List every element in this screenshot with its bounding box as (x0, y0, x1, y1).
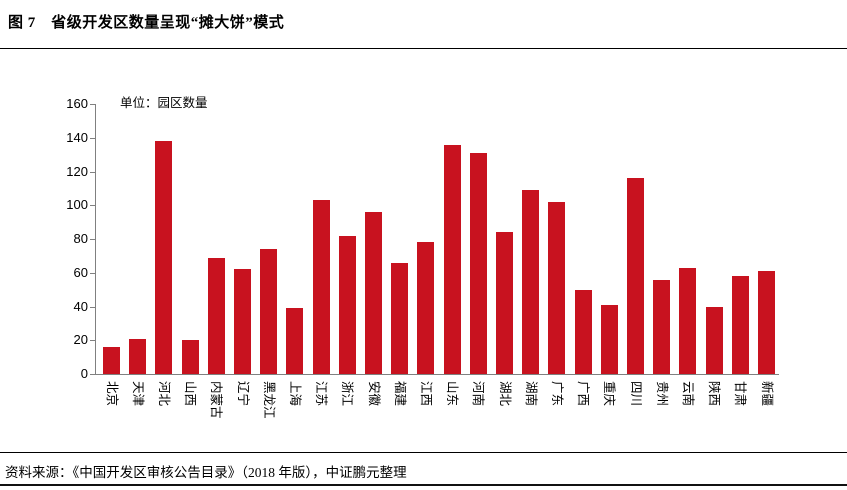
bar-四川 (627, 178, 644, 374)
x-axis-label: 河北 (156, 381, 171, 407)
y-axis-tick-label: 100 (66, 197, 88, 213)
x-axis-line (95, 374, 779, 375)
x-axis-label: 湖南 (523, 381, 538, 407)
bar-陕西 (705, 306, 723, 374)
bar-内蒙古 (207, 257, 225, 374)
y-axis-tick-label: 20 (73, 332, 88, 348)
x-axis-label: 黑龙江 (261, 381, 276, 419)
x-axis-label: 云南 (680, 381, 695, 407)
x-axis-label: 江西 (418, 381, 433, 407)
bar-新疆 (758, 271, 775, 374)
y-axis-tick-label: 120 (66, 163, 88, 179)
bar-江苏 (312, 200, 330, 374)
unit-label: 单位：园区数量 (120, 96, 208, 110)
x-axis-label: 湖北 (497, 381, 512, 407)
bar-江西 (417, 242, 435, 374)
y-axis-tick-mark (90, 239, 95, 240)
bar-黑龙江 (260, 249, 278, 374)
y-axis-tick-mark (90, 306, 95, 308)
bar-云南 (679, 267, 697, 374)
x-axis-label: 新疆 (759, 381, 774, 407)
bar-广西 (574, 289, 592, 374)
bar-辽宁 (234, 269, 251, 374)
y-axis-tick-mark (90, 171, 95, 173)
x-axis-label: 山西 (183, 381, 198, 407)
bar-广东 (548, 201, 566, 374)
title-divider (0, 48, 847, 49)
x-axis-label: 河南 (471, 381, 486, 407)
x-axis-label: 辽宁 (235, 381, 250, 407)
bar-贵州 (653, 279, 671, 374)
x-axis-label: 四川 (628, 381, 643, 407)
x-axis-label: 广东 (549, 381, 564, 407)
x-axis-label: 陕西 (707, 381, 722, 407)
y-axis-tick-label: 140 (66, 129, 88, 145)
bar-重庆 (600, 304, 618, 374)
y-axis-line (95, 104, 96, 374)
bar-天津 (129, 338, 147, 374)
y-axis-tick-label: 60 (73, 264, 88, 280)
x-axis-label: 上海 (287, 381, 302, 407)
bar-河北 (155, 141, 173, 374)
y-axis-tick-label: 0 (80, 366, 88, 381)
figure-title: 图 7 省级开发区数量呈现“摊大饼”模式 (8, 15, 285, 31)
bar-湖北 (496, 232, 513, 374)
y-axis-tick-label: 40 (73, 298, 88, 314)
source-note: 资料来源：《中国开发区审核公告目录》（2018 年版），中证鹏元整理 (5, 465, 407, 480)
footer-top-divider (0, 452, 847, 453)
y-axis-tick-mark (90, 205, 95, 207)
bar-甘肃 (731, 276, 749, 374)
bar-山西 (181, 340, 199, 374)
x-axis-label: 内蒙古 (209, 381, 224, 419)
x-axis-label: 山东 (445, 381, 460, 407)
y-axis-tick-mark (90, 374, 95, 375)
x-axis-label: 重庆 (602, 381, 617, 407)
x-axis-label: 北京 (104, 381, 119, 407)
bar-北京 (103, 347, 120, 374)
bar-安徽 (365, 212, 382, 374)
y-axis-tick-mark (90, 272, 95, 274)
x-axis-label: 福建 (392, 381, 407, 407)
x-axis-label: 广西 (576, 381, 591, 407)
bar-浙江 (338, 235, 356, 374)
y-axis-tick-mark (90, 104, 95, 105)
x-axis-label: 江苏 (314, 381, 329, 407)
footer-bottom-divider (0, 484, 847, 486)
bar-湖南 (522, 190, 540, 374)
y-axis-tick-mark (90, 137, 95, 139)
y-axis-tick-label: 80 (73, 231, 88, 246)
bar-上海 (286, 308, 304, 374)
x-axis-label: 贵州 (654, 381, 669, 407)
x-axis-label: 天津 (130, 381, 145, 407)
bar-河南 (469, 152, 487, 374)
bar-福建 (391, 262, 409, 374)
x-axis-label: 甘肃 (733, 381, 748, 407)
bar-山东 (443, 144, 461, 374)
x-axis-label: 安徽 (366, 381, 381, 407)
y-axis-tick-label: 160 (66, 96, 88, 111)
x-axis-label: 浙江 (340, 381, 355, 407)
y-axis-tick-mark (90, 340, 95, 342)
